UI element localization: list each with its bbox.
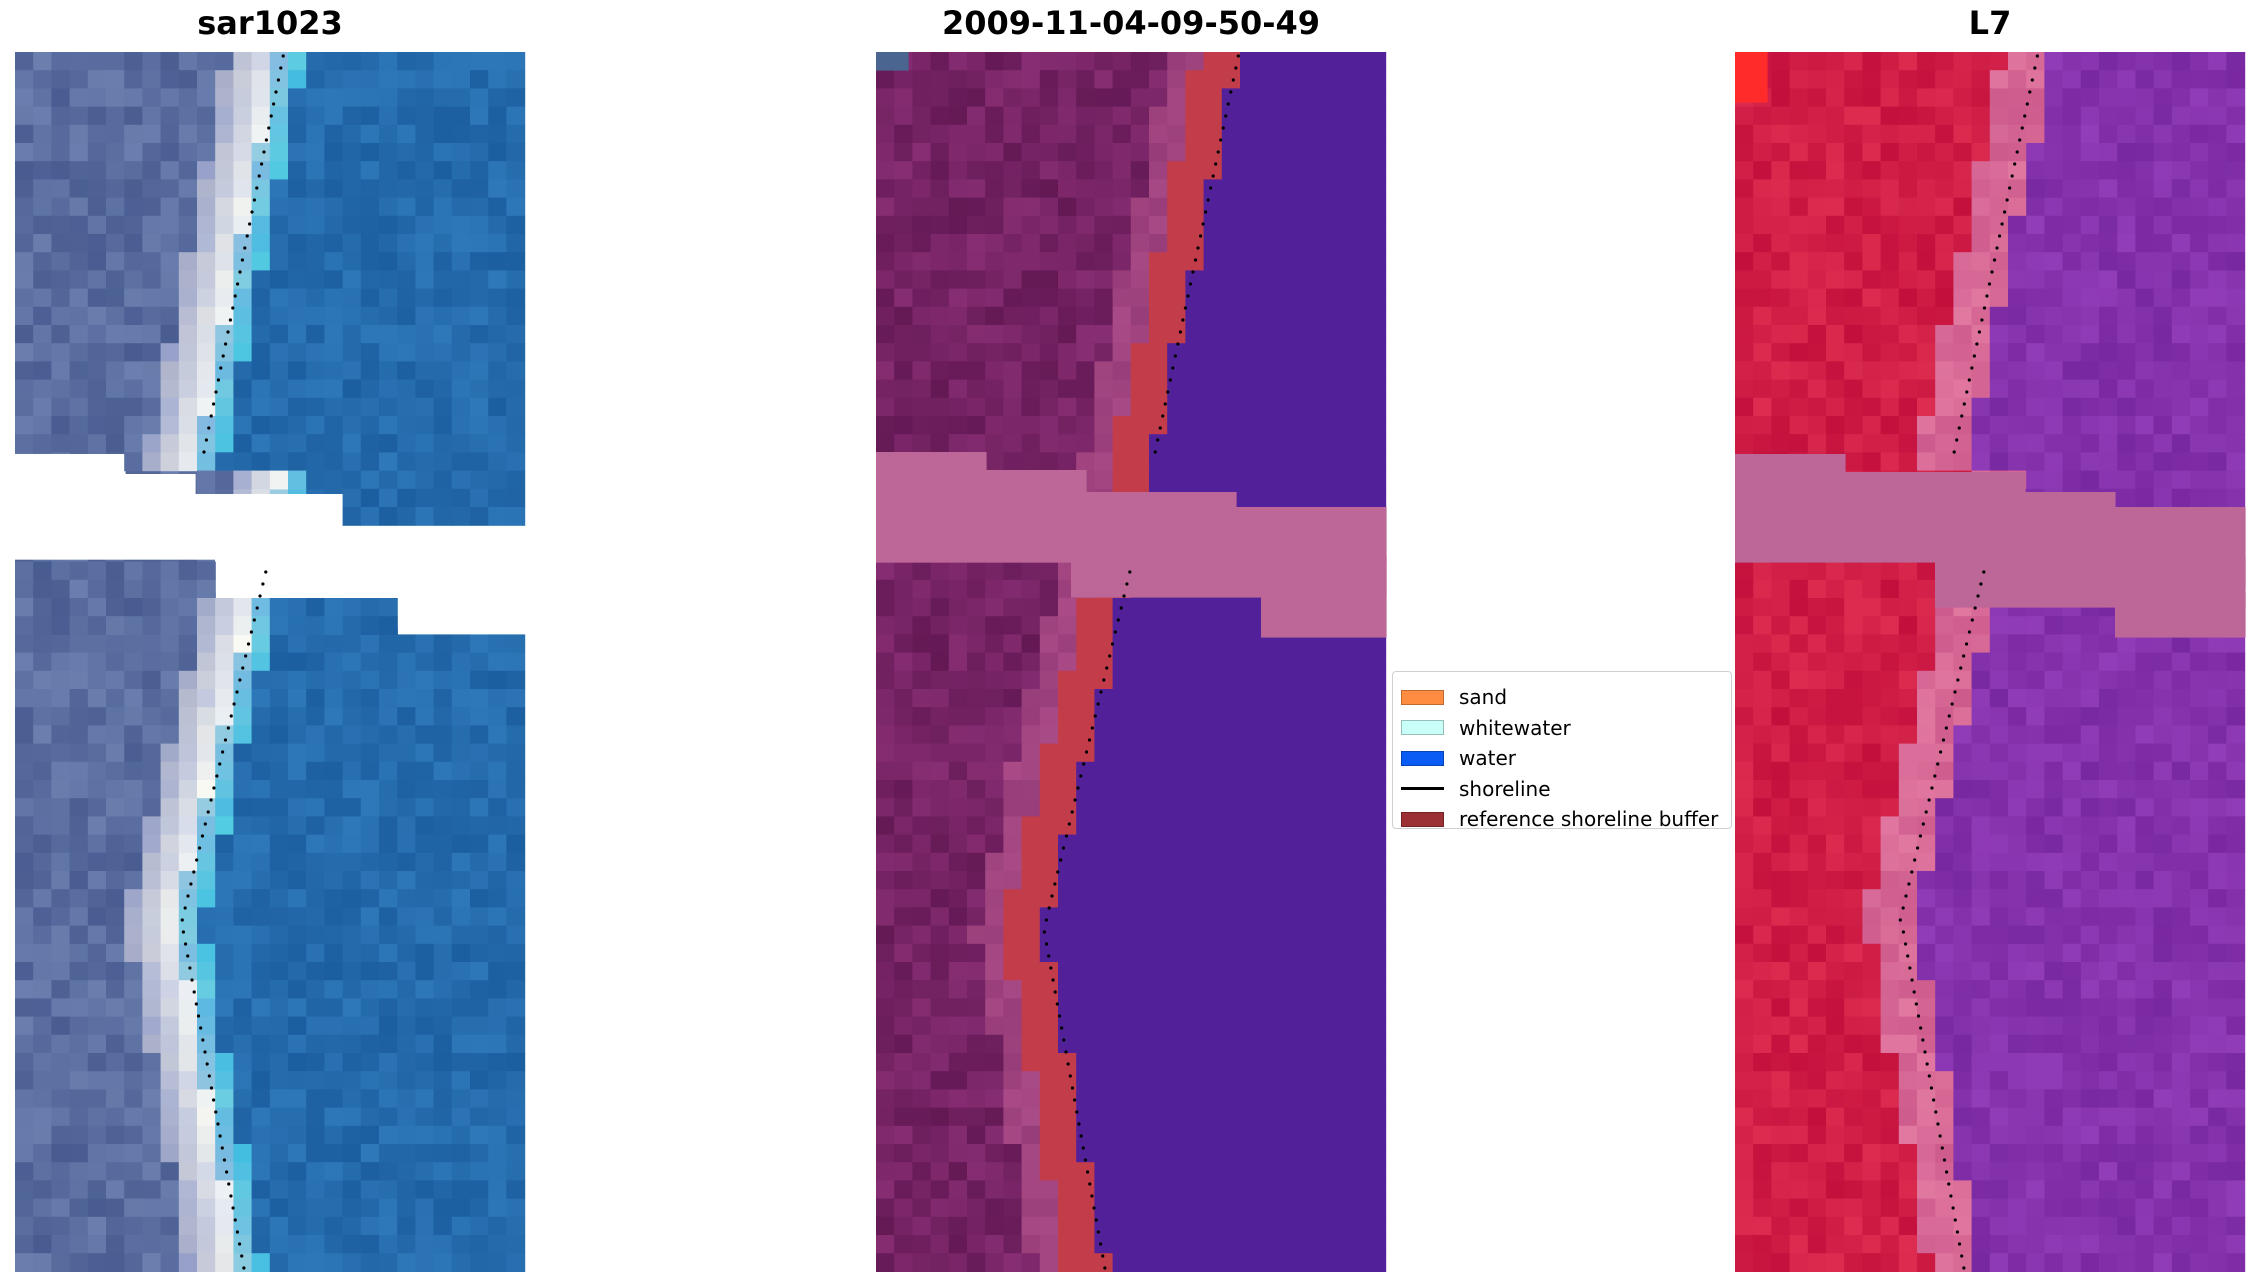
shoreline-line-icon <box>1401 787 1444 791</box>
legend-label-water: water <box>1459 746 1516 771</box>
legend-label-buffer: reference shoreline buffer <box>1459 807 1719 832</box>
panel-title-l7: L7 <box>1968 4 2012 42</box>
sand-swatch-icon <box>1401 689 1444 705</box>
legend-item-water: water <box>1393 743 1731 774</box>
buffer-swatch-icon <box>1401 811 1444 827</box>
legend-item-shoreline: shoreline <box>1393 774 1731 805</box>
whitewater-swatch-icon <box>1401 720 1444 736</box>
legend-label-shoreline: shoreline <box>1459 776 1551 801</box>
rgb-image-panel <box>15 52 526 1272</box>
panel-title-sar1023: sar1023 <box>197 4 343 42</box>
classification-image-panel <box>876 52 1387 1272</box>
ndwi-image-panel <box>1735 52 2246 1272</box>
panel-title-date: 2009-11-04-09-50-49 <box>941 4 1321 42</box>
legend-item-buffer: reference shoreline buffer <box>1393 804 1731 835</box>
legend-label-sand: sand <box>1459 685 1508 710</box>
legend-item-whitewater: whitewater <box>1393 713 1731 744</box>
legend: sand whitewater water shoreline referenc… <box>1392 671 1732 831</box>
water-swatch-icon <box>1401 750 1444 766</box>
legend-item-sand: sand <box>1393 682 1731 713</box>
legend-label-whitewater: whitewater <box>1459 715 1571 740</box>
